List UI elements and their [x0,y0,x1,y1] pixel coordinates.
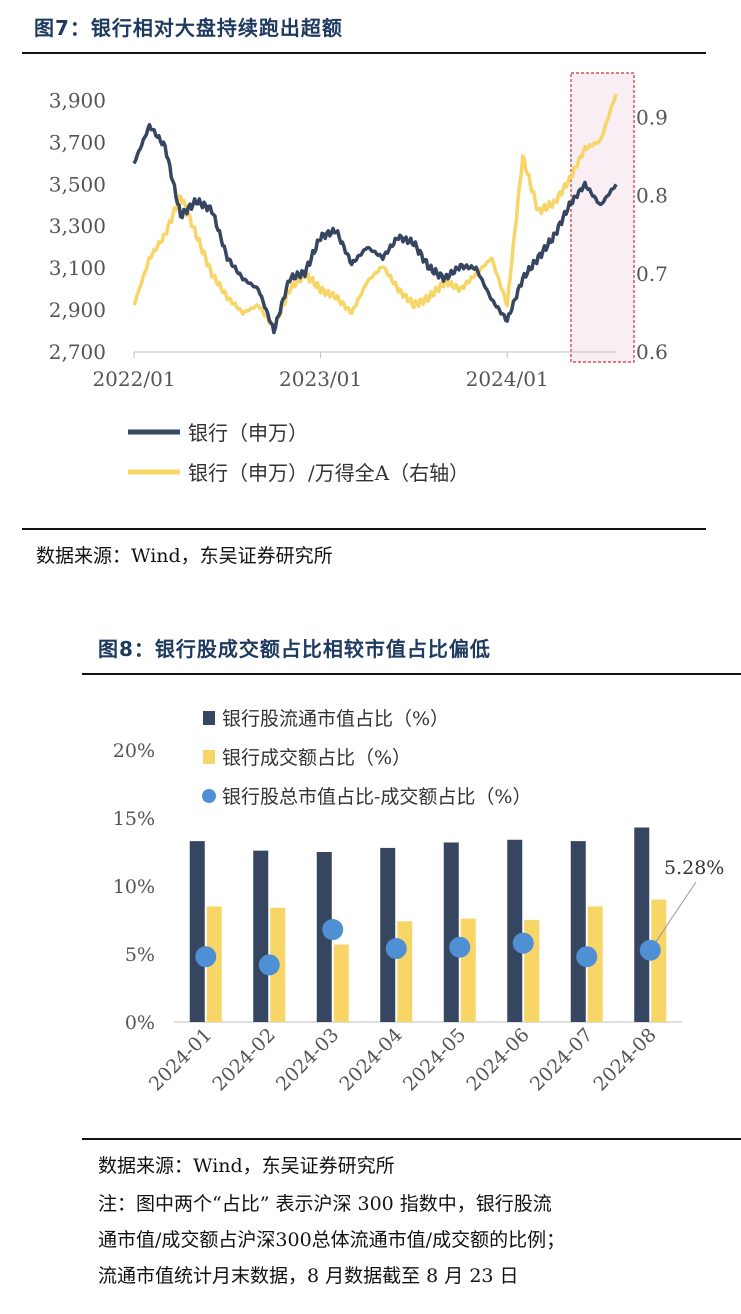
legend-label-float-cap: 银行股流通市值占比（%） [222,708,449,730]
y-right-tick-label: 0.8 [636,184,668,208]
bar-turnover [206,906,222,1022]
y-ticks: 0% 5% 10% 15% 20% [113,740,155,1034]
y-left-tick-label: 3,900 [49,88,106,112]
x-tick-label: 2024-02 [208,1024,279,1095]
x-tick-label: 2024-04 [335,1024,406,1095]
dot-diff [385,938,407,960]
dot-diff [576,946,598,968]
bar-turnover [651,899,667,1022]
y-left-tick-label: 3,700 [49,130,106,154]
dot-diff [512,932,534,954]
y-left-tick-label: 2,900 [49,298,106,322]
legend-label-turnover: 银行成交额占比（%） [222,747,411,769]
legend-swatch-float-cap [203,711,215,725]
dots [195,919,661,976]
x-tick-label: 2023/01 [279,367,362,391]
x-tick-label: 2024-03 [272,1024,343,1095]
x-tick-label: 2024/01 [466,367,549,391]
fig8-source: 数据来源：Wind，东吴证券研究所 [98,1155,395,1177]
fig8-note-line-3: 流通市值统计月末数据，8 月数据截至 8 月 23 日 [98,1265,519,1287]
series-line-ratio [132,93,618,332]
fig7-bottom-rule [22,528,706,530]
bar-float-cap [570,841,586,1022]
bar-float-cap [189,841,205,1022]
x-tick-label: 2024-07 [526,1024,597,1095]
fig8-chart: 银行股流通市值占比（%） 银行成交额占比（%） 银行股总市值占比-成交额占比（%… [113,708,725,1095]
legend-label-diff: 银行股总市值占比-成交额占比（%） [222,786,531,808]
x-tick-label: 2024-06 [462,1024,533,1095]
dot-diff [449,936,471,958]
bar-float-cap [443,842,459,1022]
x-tick-label: 2024-05 [399,1024,470,1095]
x-tick-label: 2022/01 [92,367,175,391]
bar-turnover [397,921,413,1022]
bar-turnover [333,944,349,1022]
y-left-tick-label: 3,300 [49,214,106,238]
x-ticks: 2022/01 2023/01 2024/01 [92,352,549,391]
dot-diff [195,946,217,968]
bar-turnover [460,918,476,1022]
y-left-ticks: 3,900 3,700 3,500 3,300 3,100 2,900 2,700 [49,88,106,364]
fig8-note-line-2: 通市值/成交额占沪深300总体流通市值/成交额的比例； [98,1229,566,1251]
legend-swatch-diff [202,789,216,803]
y-tick-label: 15% [113,808,155,830]
bar-turnover [587,906,603,1022]
annotation-leader [649,881,697,951]
bar-float-cap [316,852,332,1022]
legend-label-ratio: 银行（申万）/万得全A（右轴） [188,461,469,485]
dot-diff [639,939,661,961]
dot-diff [322,919,344,941]
fig7-title: 图7：银行相对大盘持续跑出超额 [34,16,343,40]
x-ticks: 2024-012024-022024-032024-042024-052024-… [145,1024,661,1095]
bar-float-cap [634,827,650,1022]
y-tick-label: 10% [113,876,155,898]
y-tick-label: 0% [125,1012,155,1034]
bar-float-cap [253,850,269,1022]
fig7-top-rule [22,52,706,54]
fig8-bottom-rule [82,1138,741,1140]
y-tick-label: 5% [125,944,155,966]
y-left-tick-label: 3,100 [49,256,106,280]
y-right-tick-label: 0.6 [636,340,668,364]
x-tick-label: 2024-08 [589,1024,660,1095]
y-left-tick-label: 3,500 [49,172,106,196]
y-left-tick-label: 2,700 [49,340,106,364]
fig8-top-rule [82,673,741,675]
legend-label-bank-index: 银行（申万） [188,421,308,445]
bar-float-cap [507,839,523,1022]
y-right-tick-label: 0.9 [636,105,668,129]
fig8-title: 图8：银行股成交额占比相较市值占比偏低 [98,637,491,661]
fig7-source: 数据来源：Wind，东吴证券研究所 [36,545,333,567]
y-tick-label: 20% [113,740,155,762]
fig8-note-line-1: 注：图中两个“占比” 表示沪深 300 指数中，银行股流 [98,1193,552,1215]
y-right-tick-label: 0.7 [636,262,668,286]
legend-swatch-turnover [203,750,215,764]
annotation-label: 5.28% [664,857,724,879]
bars [189,827,667,1022]
bar-float-cap [380,847,396,1022]
y-right-ticks: 0.9 0.8 0.7 0.6 [636,105,668,364]
series-line-bank-index [132,122,618,335]
dot-diff [258,954,280,976]
x-tick-label: 2024-01 [145,1024,216,1095]
highlight-region [570,72,635,363]
